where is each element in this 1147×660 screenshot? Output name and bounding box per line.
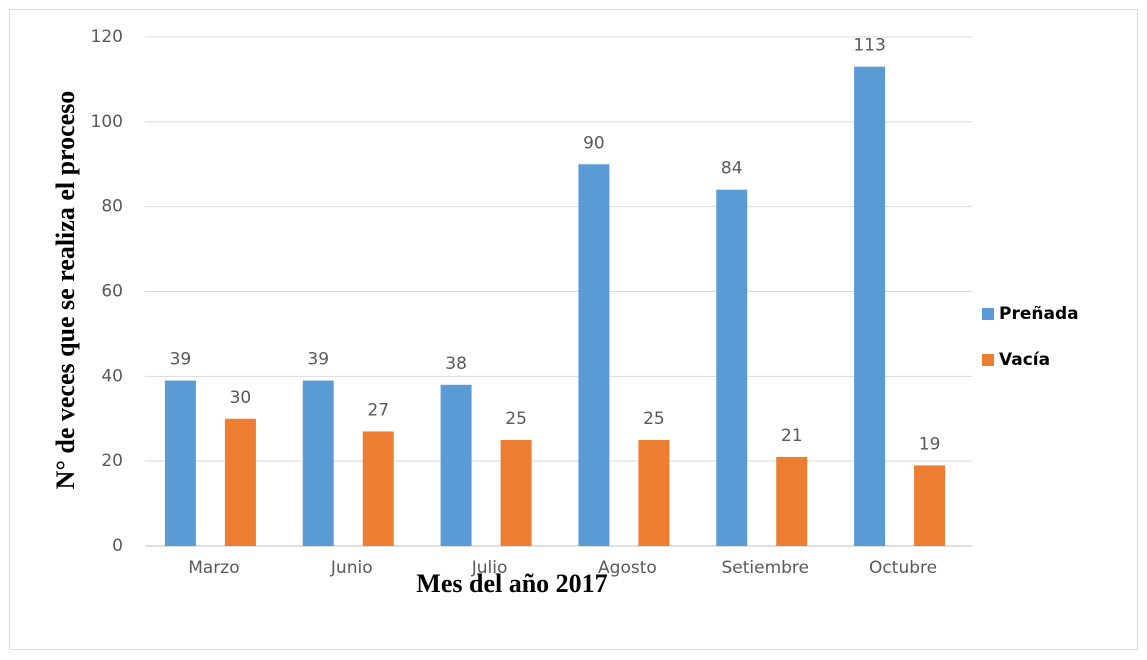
bar: [776, 456, 808, 546]
bar: [500, 439, 532, 546]
x-axis-title: Mes del año 2017: [416, 569, 607, 598]
legend-swatch: [982, 308, 994, 320]
value-label: 30: [230, 388, 252, 408]
y-tick-label: 40: [101, 366, 123, 386]
y-tick-label: 0: [112, 536, 123, 556]
bar: [164, 380, 196, 546]
bar: [362, 431, 394, 546]
value-label: 19: [919, 434, 941, 454]
value-label: 90: [583, 133, 605, 153]
x-tick-label: Agosto: [598, 558, 657, 578]
bar: [914, 465, 946, 546]
legend-label: Vacía: [999, 350, 1050, 370]
y-axis-title: N° de veces que se realiza el proceso: [51, 91, 80, 490]
x-tick-label: Junio: [330, 558, 373, 578]
legend-swatch: [982, 354, 994, 366]
bar: [854, 66, 886, 547]
bar: [716, 189, 748, 546]
legend-label: Preñada: [999, 304, 1079, 324]
value-label: 84: [721, 159, 743, 179]
y-tick-label: 80: [101, 197, 123, 217]
bar: [224, 418, 256, 546]
value-label: 27: [367, 400, 389, 420]
value-label: 25: [505, 409, 527, 429]
bar: [578, 164, 610, 546]
y-tick-label: 100: [91, 112, 123, 132]
value-label: 25: [643, 409, 665, 429]
bar: [302, 380, 334, 546]
value-label: 21: [781, 426, 803, 446]
value-label: 39: [307, 350, 329, 370]
chart-border: [9, 9, 1138, 650]
x-tick-label: Setiembre: [721, 558, 809, 578]
value-label: 113: [853, 36, 885, 56]
y-tick-label: 120: [91, 27, 123, 47]
x-tick-label: Julio: [471, 558, 508, 578]
bar: [440, 384, 472, 546]
value-label: 39: [170, 350, 192, 370]
y-tick-label: 60: [101, 282, 123, 302]
value-label: 38: [445, 354, 467, 374]
x-tick-label: Octubre: [869, 558, 937, 578]
bar: [638, 439, 670, 546]
y-tick-label: 20: [101, 451, 123, 471]
x-tick-label: Marzo: [188, 558, 239, 578]
